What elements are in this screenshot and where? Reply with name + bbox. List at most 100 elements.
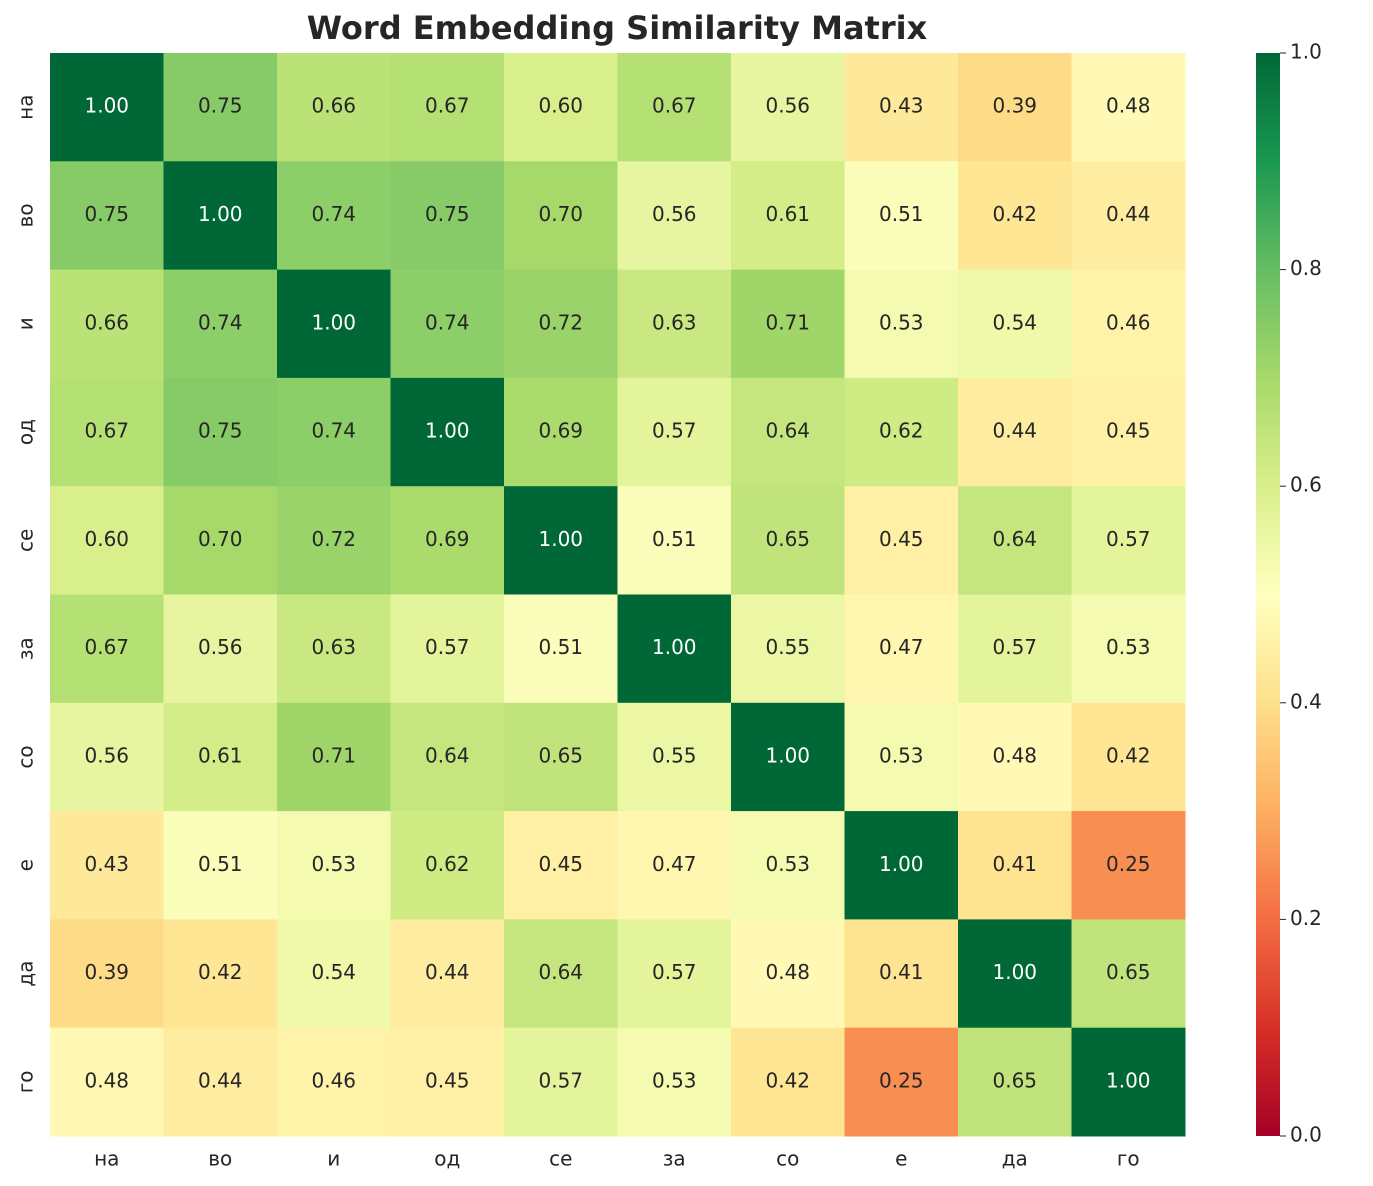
heatmap-cell: [844, 702, 959, 812]
cell-label: 0.67: [652, 94, 697, 118]
cell-label: 0.66: [84, 310, 129, 334]
cell-label: 0.54: [311, 960, 356, 984]
heatmap-cell: [958, 377, 1072, 487]
cell-label: 0.64: [992, 527, 1037, 551]
cell-label: 0.25: [879, 1068, 924, 1092]
heatmap-cell: [163, 269, 278, 379]
cell-label: 0.45: [538, 852, 583, 876]
heatmap-cell: [390, 919, 505, 1029]
heatmap-cell: [163, 161, 278, 271]
cell-label: 0.65: [1106, 960, 1151, 984]
heatmap-cell: [617, 269, 732, 379]
heatmap-cell: [50, 377, 164, 487]
y-tick-label: во: [14, 203, 38, 227]
cell-label: 0.46: [311, 1068, 356, 1092]
heatmap-cell: [163, 594, 278, 704]
heatmap-cell: [390, 53, 505, 162]
heatmap-cell: [50, 919, 164, 1029]
heatmap-cell: [617, 594, 732, 704]
heatmap-cell: [504, 486, 618, 595]
cell-label: 0.51: [198, 852, 243, 876]
heatmap-cell: [50, 811, 164, 920]
heatmap-cell: [50, 486, 164, 595]
heatmap-cell: [958, 53, 1072, 162]
cell-label: 0.64: [538, 960, 583, 984]
heatmap-cell: [277, 594, 391, 704]
cell-label: 0.43: [879, 94, 924, 118]
cell-label: 0.51: [538, 635, 583, 659]
heatmap-cell: [163, 702, 278, 812]
y-tick-label: се: [14, 529, 38, 552]
heatmap-cell: [958, 161, 1072, 271]
heatmap-cell: [731, 269, 845, 379]
y-tick-label: да: [14, 961, 38, 987]
heatmap-cell: [844, 269, 959, 379]
cell-label: 0.57: [425, 635, 470, 659]
cell-label: 0.44: [198, 1068, 243, 1092]
cell-label: 0.45: [425, 1068, 470, 1092]
heatmap-cell: [958, 811, 1072, 920]
heatmap-cell: [504, 811, 618, 920]
heatmap-cell: [277, 161, 391, 271]
cell-label: 1.00: [992, 960, 1037, 984]
x-tick-label: со: [776, 1147, 799, 1171]
cell-label: 0.45: [879, 527, 924, 551]
cell-label: 0.53: [1106, 635, 1151, 659]
cell-label: 0.67: [84, 419, 129, 443]
heatmap-cell: [390, 161, 505, 271]
heatmap-cell: [617, 702, 732, 812]
heatmap-cell: [50, 594, 164, 704]
heatmap-cell: [163, 1027, 278, 1137]
heatmap-cell: [50, 702, 164, 812]
cell-label: 0.72: [311, 527, 356, 551]
cell-label: 0.42: [1106, 743, 1151, 767]
cell-label: 0.70: [538, 202, 583, 226]
cell-label: 0.48: [765, 960, 810, 984]
cell-label: 0.53: [765, 852, 810, 876]
heatmap-cell: [277, 919, 391, 1029]
heatmap-cell: [504, 53, 618, 162]
heatmap-cell: [390, 811, 505, 920]
heatmap-cell: [277, 811, 391, 920]
cell-label: 0.71: [311, 743, 356, 767]
y-tick-label: за: [14, 637, 38, 660]
x-tick-label: во: [208, 1147, 232, 1171]
cell-label: 0.39: [84, 960, 129, 984]
heatmap-cell: [50, 53, 164, 162]
cell-label: 0.69: [425, 527, 470, 551]
heatmap-cell: [504, 594, 618, 704]
heatmap-cell: [277, 702, 391, 812]
colorbar: [1256, 53, 1280, 1136]
x-tick-label: на: [94, 1147, 119, 1171]
heatmap-cell: [731, 377, 845, 487]
cell-label: 0.65: [538, 743, 583, 767]
heatmap-cell: [1071, 161, 1186, 271]
cell-label: 0.42: [992, 202, 1037, 226]
heatmap-cell: [958, 594, 1072, 704]
heatmap-cell: [504, 1027, 618, 1137]
heatmap-cell: [958, 1027, 1072, 1137]
y-tick-label: од: [14, 419, 38, 445]
cell-label: 0.75: [84, 202, 129, 226]
cell-label: 1.00: [425, 419, 470, 443]
cell-label: 0.69: [538, 419, 583, 443]
heatmap-cell: [958, 702, 1072, 812]
cell-label: 1.00: [198, 202, 243, 226]
cell-label: 0.55: [652, 743, 697, 767]
cell-label: 0.63: [311, 635, 356, 659]
cell-label: 0.42: [765, 1068, 810, 1092]
cell-label: 0.64: [765, 419, 810, 443]
cell-label: 0.48: [992, 743, 1037, 767]
cell-label: 0.74: [311, 202, 356, 226]
heatmap-cell: [390, 269, 505, 379]
heatmap-cell: [277, 269, 391, 379]
heatmap-cell: [1071, 811, 1186, 920]
y-tick-label: на: [14, 94, 38, 119]
cell-label: 0.46: [1106, 310, 1151, 334]
heatmap-cell: [617, 161, 732, 271]
heatmap-cell: [163, 53, 278, 162]
cell-label: 0.66: [311, 94, 356, 118]
heatmap-cell: [390, 594, 505, 704]
heatmap-cell: [731, 594, 845, 704]
heatmap-cell: [1071, 269, 1186, 379]
